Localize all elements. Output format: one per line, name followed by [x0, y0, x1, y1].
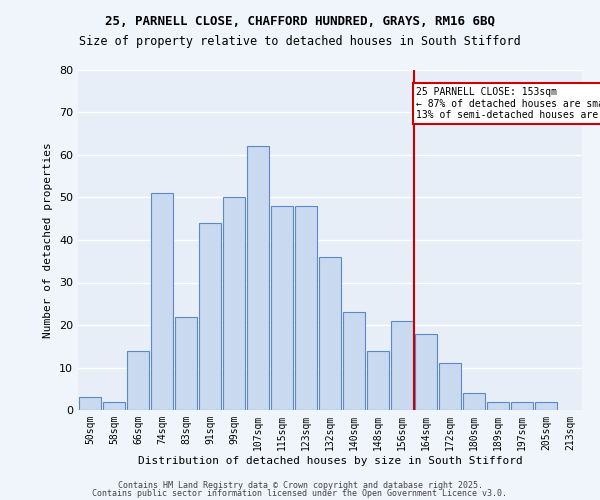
Bar [295, 206, 317, 410]
Text: 25 PARNELL CLOSE: 153sqm
← 87% of detached houses are smaller (412)
13% of semi-: 25 PARNELL CLOSE: 153sqm ← 87% of detach… [416, 87, 600, 120]
X-axis label: Distribution of detached houses by size in South Stifford: Distribution of detached houses by size … [137, 456, 523, 466]
Bar [175, 316, 197, 410]
Bar [79, 397, 101, 410]
Text: Size of property relative to detached houses in South Stifford: Size of property relative to detached ho… [79, 35, 521, 48]
Bar [511, 402, 533, 410]
Text: Contains public sector information licensed under the Open Government Licence v3: Contains public sector information licen… [92, 488, 508, 498]
Y-axis label: Number of detached properties: Number of detached properties [43, 142, 53, 338]
Bar [415, 334, 437, 410]
Bar [535, 402, 557, 410]
Text: Contains HM Land Registry data © Crown copyright and database right 2025.: Contains HM Land Registry data © Crown c… [118, 481, 482, 490]
Bar [391, 321, 413, 410]
Bar [223, 198, 245, 410]
Bar [487, 402, 509, 410]
Bar [343, 312, 365, 410]
Bar [319, 257, 341, 410]
Bar [127, 350, 149, 410]
Bar [271, 206, 293, 410]
Bar [103, 402, 125, 410]
Bar [247, 146, 269, 410]
Bar [463, 393, 485, 410]
Bar [367, 350, 389, 410]
Bar [199, 223, 221, 410]
Text: 25, PARNELL CLOSE, CHAFFORD HUNDRED, GRAYS, RM16 6BQ: 25, PARNELL CLOSE, CHAFFORD HUNDRED, GRA… [105, 15, 495, 28]
Bar [439, 363, 461, 410]
Bar [151, 193, 173, 410]
